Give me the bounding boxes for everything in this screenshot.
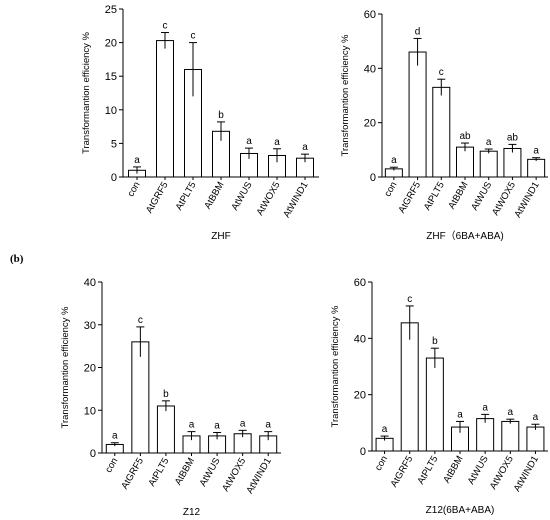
chart1-significance-letter: a (134, 155, 140, 166)
chart2-significance-letter: ab (459, 131, 471, 142)
chart4-y-axis-title: Transformantion efficiency % (330, 305, 341, 428)
chart3-significance-letter: a (240, 418, 246, 429)
chart2-y-tick-label: 40 (364, 63, 376, 75)
chart3-y-axis-title: Transformantion efficiency % (60, 306, 71, 429)
chart4-y-tick-label: 20 (354, 390, 366, 402)
chart2-y-axis-title: Transformantion efficiency % (340, 34, 351, 157)
chart2-y-tick-label: 0 (370, 172, 376, 184)
chart3-significance-letter: a (265, 420, 271, 431)
chart4-x-tick-label: AtBBM (441, 454, 465, 485)
chart4-bar-AtWIND1 (526, 426, 545, 452)
chart2-y-tick-label: 60 (364, 9, 376, 21)
chart4-x-tick-label: AtGRF5 (389, 454, 416, 489)
chart1-y-tick-label: 5 (111, 138, 117, 150)
chart4-x-tick-label: AtWIND1 (512, 454, 541, 494)
chart1-y-tick-label: 15 (105, 71, 117, 83)
chart3-x-tick-label: AtGRF5 (119, 456, 146, 491)
chart2-significance-letter: ab (507, 132, 519, 143)
chart3-x-tick-label: con (103, 456, 120, 475)
chart3-x-tick-label: AtBBM (173, 456, 197, 487)
chart2-bar-AtBBM (456, 146, 474, 178)
chart2-bar-AtWIND1 (527, 158, 546, 178)
chart2-x-tick-label: AtBBM (446, 180, 470, 211)
chart3-x-tick-label: AtPLT5 (147, 456, 172, 488)
chart4-y-tick-label: 60 (354, 277, 366, 289)
chart4-bar-AtWOX5 (501, 420, 520, 452)
chart1-significance-letter: a (302, 142, 308, 153)
chart2-x-tick-label: AtPLT5 (422, 180, 447, 212)
chart1-y-tick-label: 20 (105, 38, 117, 50)
chart2-bar-AtWOX5 (503, 147, 522, 178)
panel-label-b: (b) (10, 253, 24, 265)
chart1-significance-letter: c (191, 31, 196, 42)
chart2-x-tick-label: AtGRF5 (396, 180, 423, 215)
chart3-bar-AtPLT5 (156, 405, 175, 454)
chart3-y-tick-label: 30 (84, 320, 96, 332)
chart3-y-tick-label: 20 (84, 363, 96, 375)
chart3-x-axis-title: Z12 (183, 507, 201, 518)
chart2-significance-letter: a (486, 137, 492, 148)
chart1-x-tick-label: AtBBM (202, 180, 226, 211)
chart4-significance-letter: a (508, 407, 514, 418)
chart1-y-axis-title: Transformantion efficiency % (81, 31, 92, 154)
chart1-bar-AtGRF5 (156, 40, 174, 178)
chart2-bar-AtGRF5 (408, 51, 427, 178)
chart1-x-tick-label: AtPLT5 (174, 180, 199, 212)
chart1-significance-letter: b (218, 110, 224, 121)
chart4-x-axis-title: Z12(6BA+ABA) (426, 505, 495, 516)
chart4-bar-AtGRF5 (400, 322, 419, 452)
chart1-y-tick-label: 25 (105, 4, 117, 16)
chart4-x-tick-label: AtWOX5 (488, 454, 516, 492)
chart3-y-tick-label: 10 (84, 405, 96, 417)
chart2-x-tick-label: con (382, 180, 399, 199)
chart4-significance-letter: b (432, 336, 438, 347)
chart1-significance-letter: a (246, 136, 252, 147)
chart3-x-tick-label: AtWOX5 (220, 456, 248, 494)
chart4-significance-letter: a (457, 409, 463, 420)
chart4-x-tick-label: con (373, 454, 390, 473)
chart1-significance-letter: c (163, 21, 168, 32)
chart1-x-tick-label: AtWOX5 (255, 180, 283, 218)
chart2-significance-letter: a (533, 146, 539, 157)
chart1-x-tick-label: con (125, 180, 142, 199)
chart1-x-tick-label: AtWIND1 (281, 180, 310, 220)
chart3-y-tick-label: 0 (90, 448, 96, 460)
chart1-significance-letter: a (274, 137, 280, 148)
chart2-bar-AtPLT5 (432, 86, 451, 178)
chart1-x-axis-title: ZHF (211, 231, 230, 242)
chart3-significance-letter: a (189, 420, 195, 431)
chart3-significance-letter: a (112, 431, 118, 442)
chart3-significance-letter: b (163, 389, 169, 400)
chart4-significance-letter: a (382, 424, 388, 435)
chart4-bar-AtPLT5 (425, 357, 444, 452)
chart1-y-tick-label: 10 (105, 105, 117, 117)
chart4-bar-AtWUS (476, 418, 495, 452)
chart4-significance-letter: a (533, 412, 539, 423)
chart2-significance-letter: c (439, 67, 444, 78)
chart3-bar-AtGRF5 (131, 341, 150, 454)
chart1-x-tick-label: AtGRF5 (144, 180, 171, 215)
chart2-significance-letter: a (391, 155, 397, 166)
chart2-bar-AtWUS (479, 150, 498, 178)
chart3-significance-letter: a (214, 420, 220, 431)
chart1-y-tick-label: 0 (111, 172, 117, 184)
chart2-significance-letter: d (415, 26, 421, 37)
chart4-significance-letter: a (482, 402, 488, 413)
chart3-x-tick-label: AtWIND1 (244, 456, 273, 496)
chart3-y-tick-label: 40 (84, 277, 96, 289)
chart4-x-tick-label: AtWUS (466, 454, 491, 486)
chart2-x-tick-label: AtWUS (469, 180, 494, 212)
chart3-significance-letter: c (138, 315, 143, 326)
chart1-x-tick-label: AtWUS (230, 180, 255, 212)
chart4-x-tick-label: AtPLT5 (415, 454, 440, 486)
chart4-y-tick-label: 0 (360, 446, 366, 458)
chart2-x-axis-title: ZHF（6BA+ABA) (426, 230, 504, 242)
chart3-x-tick-label: AtWUS (198, 456, 223, 488)
chart4-significance-letter: c (407, 294, 412, 305)
chart4-y-tick-label: 40 (354, 333, 366, 345)
chart2-y-tick-label: 20 (364, 118, 376, 130)
